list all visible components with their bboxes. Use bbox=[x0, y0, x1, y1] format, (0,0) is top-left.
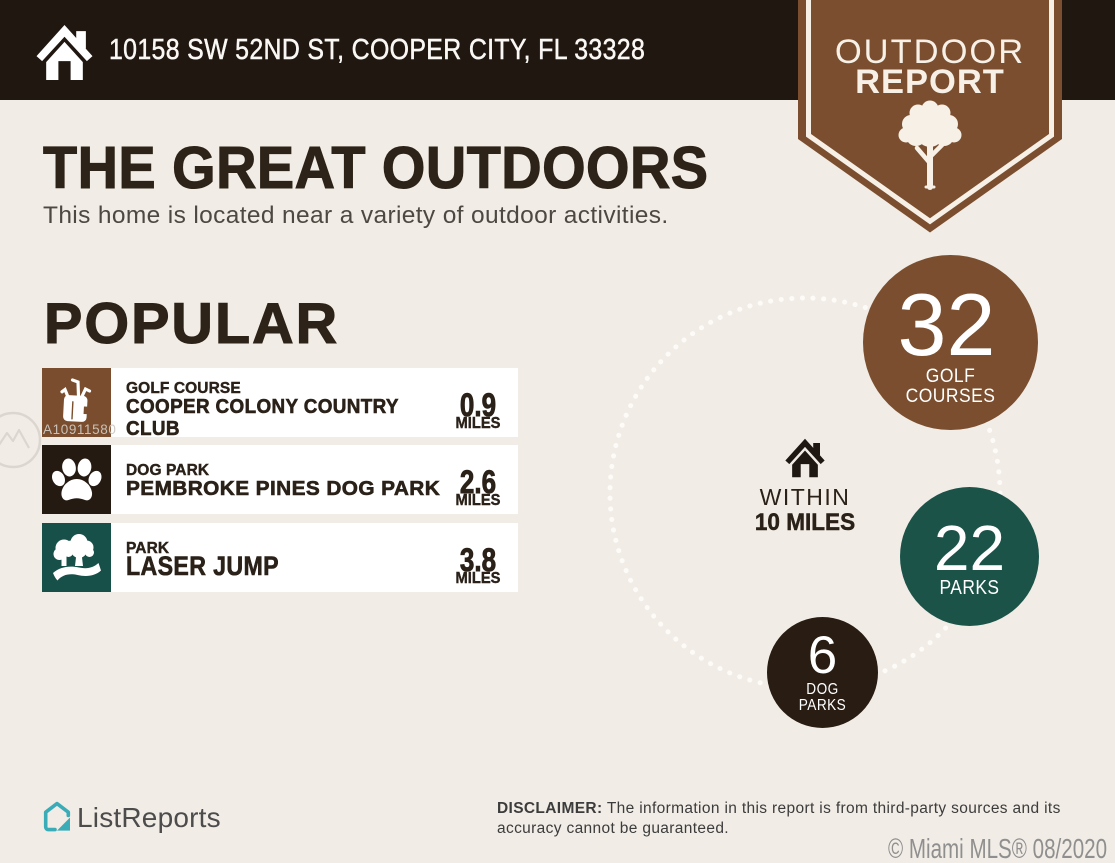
svg-text:REPORT: REPORT bbox=[855, 63, 1005, 101]
svg-text:OUTDOOR: OUTDOOR bbox=[835, 33, 1025, 71]
